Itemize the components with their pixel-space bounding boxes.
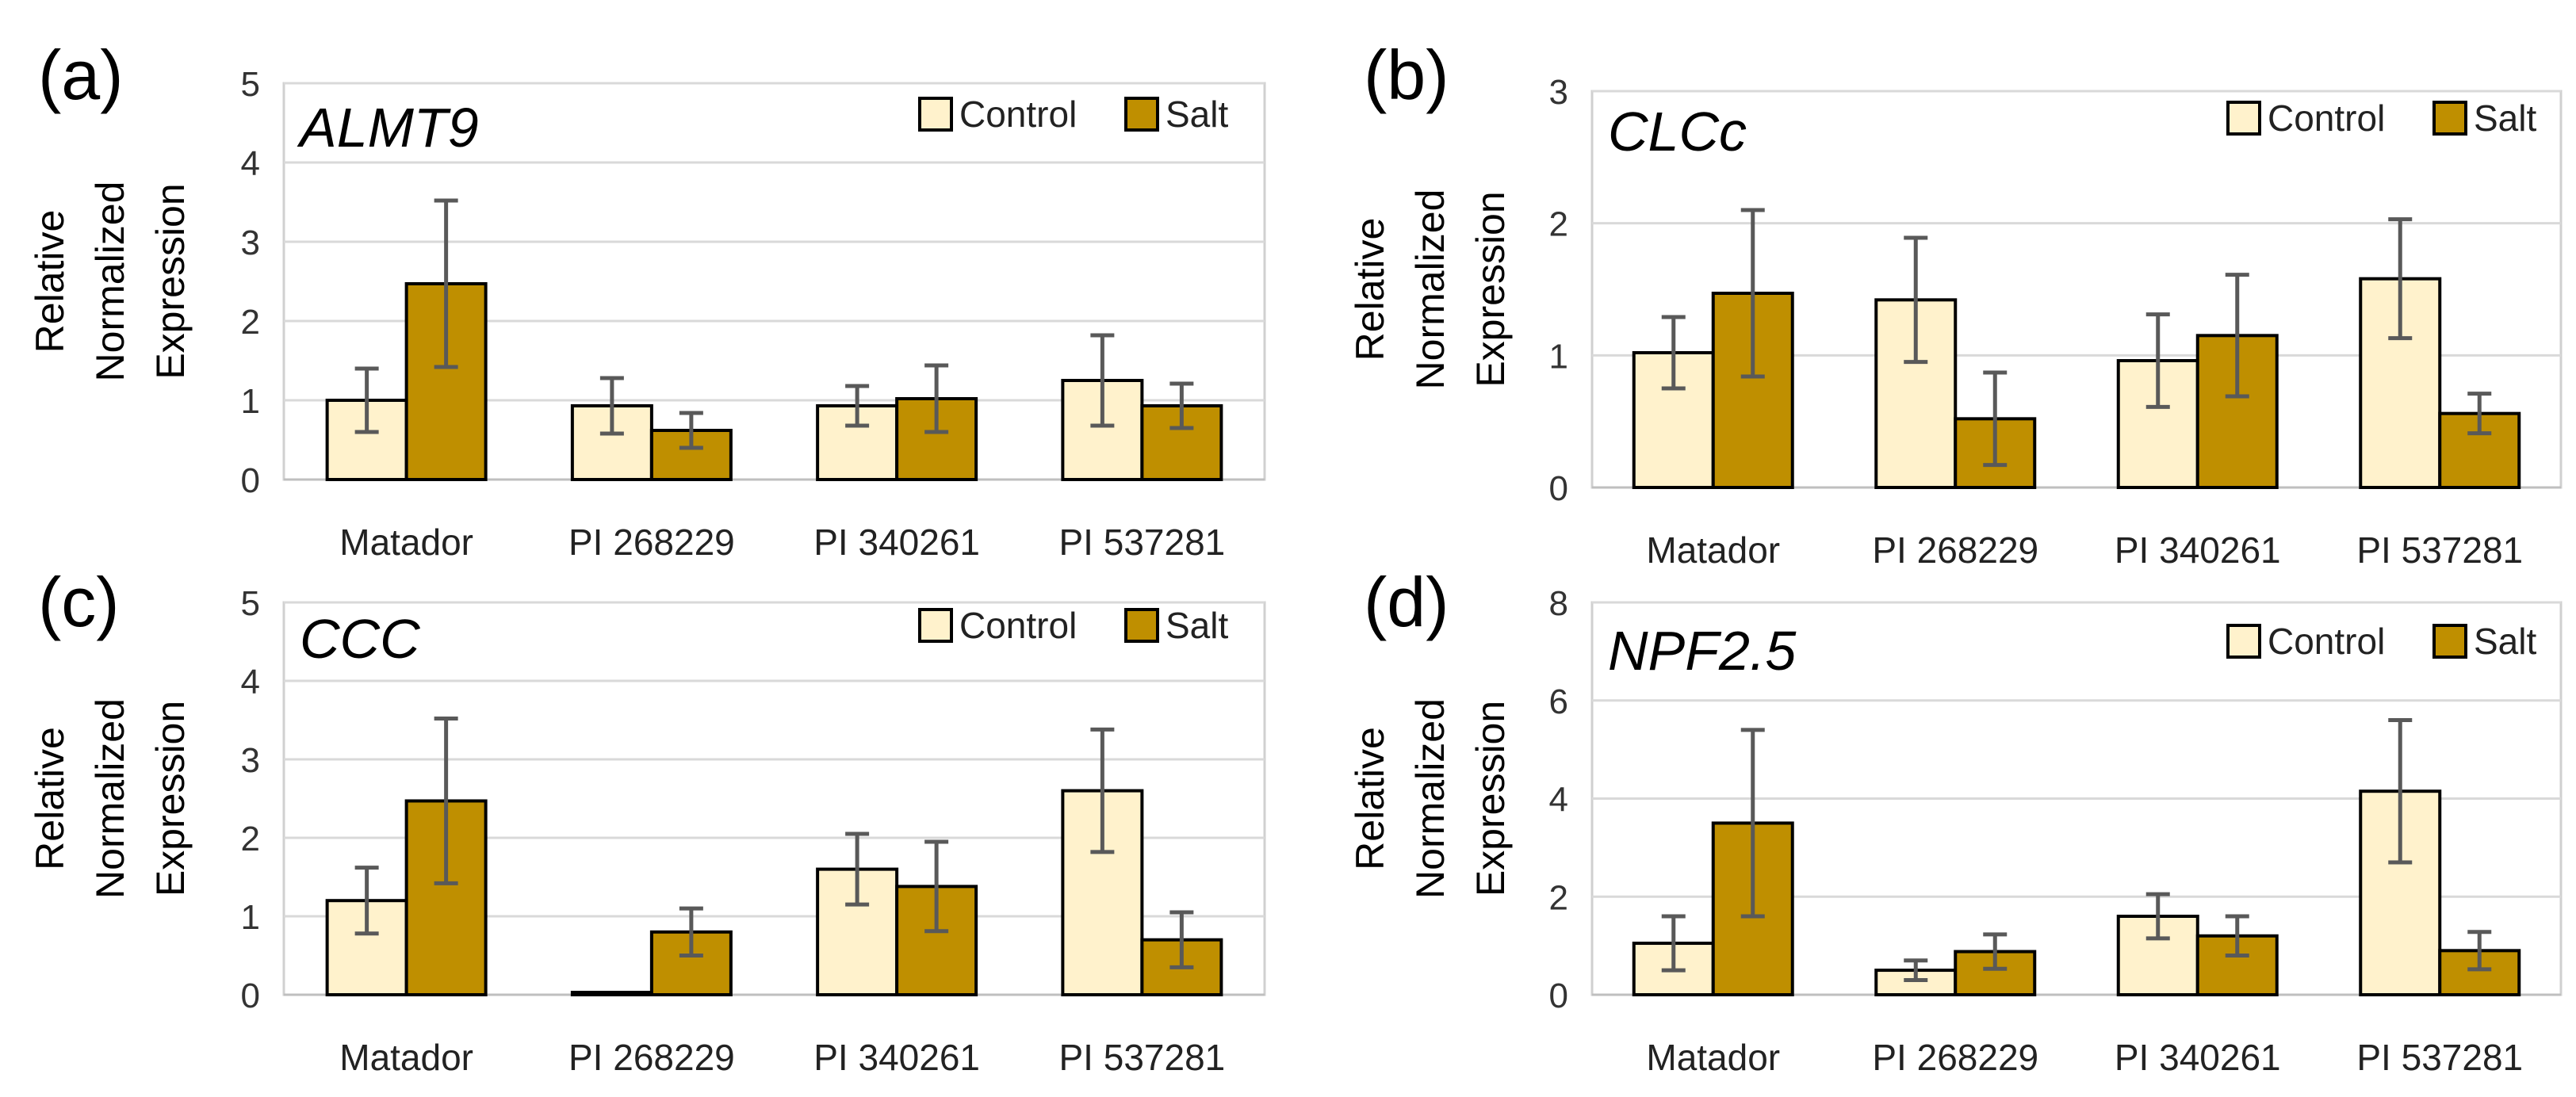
y-axis-title: Normalized: [1408, 189, 1453, 390]
y-tick-label: 2: [241, 303, 260, 342]
y-tick-label: 2: [241, 820, 260, 858]
y-tick-label: 0: [1549, 977, 1568, 1015]
x-tick-label: PI 537281: [1059, 1037, 1226, 1078]
y-tick-label: 3: [241, 741, 260, 780]
x-tick-label: PI 537281: [2356, 1037, 2523, 1078]
legend-swatch-salt: [2432, 624, 2467, 659]
y-tick-label: 2: [1549, 205, 1568, 244]
x-tick-label: PI 537281: [2356, 529, 2523, 571]
legend-swatch-control: [2226, 624, 2261, 659]
bar-salt-3: [2438, 949, 2521, 996]
y-axis-title: Normalized: [88, 698, 132, 899]
y-tick-label: 3: [241, 224, 260, 262]
legend-swatch-control: [918, 608, 953, 643]
y-axis-title: Relative: [1348, 218, 1392, 361]
x-tick-label: PI 268229: [568, 522, 735, 563]
chart-panel-a: 0 1 2 3 4 5 Relative Normalized Expression (a) ALM…: [28, 36, 1266, 563]
legend-label-salt: Salt: [1166, 605, 1228, 646]
x-tick-label: Matador: [1646, 529, 1780, 571]
y-tick-label: 4: [241, 144, 260, 183]
y-tick-label: 1: [1549, 337, 1568, 376]
legend-label-control: Control: [2268, 621, 2385, 662]
y-tick-label: 8: [1549, 584, 1568, 623]
chart-title: CLCc: [1608, 101, 1747, 162]
legend: Control Salt: [2226, 621, 2536, 662]
y-axis-title: Normalized: [88, 182, 132, 382]
y-axis-title: Expression: [1468, 191, 1513, 387]
legend-swatch-salt: [2432, 101, 2467, 136]
x-tick-label: PI 268229: [1872, 1037, 2038, 1078]
legend: Control Salt: [918, 605, 1228, 646]
y-tick-label: 0: [241, 461, 260, 500]
x-tick-label: PI 340261: [813, 522, 980, 563]
panel-label: (c): [38, 563, 120, 641]
legend-swatch-control: [2226, 101, 2261, 136]
y-tick-label: 3: [1549, 73, 1568, 112]
y-axis-title: Relative: [1348, 727, 1392, 870]
y-axis-title: Normalized: [1408, 698, 1453, 899]
legend-label-control: Control: [959, 94, 1077, 135]
y-axis-title: Expression: [148, 701, 193, 896]
y-axis-title: Relative: [28, 210, 72, 354]
legend: Control Salt: [918, 94, 1228, 135]
y-tick-label: 4: [1549, 781, 1568, 820]
x-tick-label: PI 340261: [2115, 1037, 2281, 1078]
panel-label: (d): [1364, 563, 1449, 641]
y-tick-label: 5: [241, 584, 260, 623]
y-tick-label: 5: [241, 65, 260, 104]
x-tick-label: Matador: [339, 522, 473, 563]
y-tick-label: 1: [241, 382, 260, 421]
x-tick-label: Matador: [339, 1037, 473, 1078]
legend-swatch-salt: [1124, 608, 1159, 643]
x-tick-label: Matador: [1646, 1037, 1780, 1078]
chart-panel-b: 0 1 2 3 Relative Normalized Expression (b) CLCc M…: [1348, 36, 2563, 571]
legend: Control Salt: [2226, 97, 2536, 139]
y-tick-label: 4: [241, 663, 260, 701]
x-tick-label: PI 537281: [1059, 522, 1226, 563]
panel-label: (b): [1364, 36, 1449, 114]
panel-label: (a): [38, 36, 124, 114]
legend-label-salt: Salt: [2474, 621, 2536, 662]
legend-label-salt: Salt: [2474, 97, 2536, 139]
legend-label-control: Control: [959, 605, 1077, 646]
y-axis-title: Expression: [148, 183, 193, 379]
y-tick-label: 0: [1549, 469, 1568, 508]
chart-panel-d: 0 2 4 6 8 Relative Normalized Expression (d) NPF2…: [1348, 563, 2563, 1078]
legend-label-salt: Salt: [1166, 94, 1228, 135]
x-tick-label: PI 268229: [568, 1037, 735, 1078]
y-tick-label: 1: [241, 898, 260, 937]
x-tick-label: PI 268229: [1872, 529, 2038, 571]
chart-title: NPF2.5: [1608, 620, 1797, 682]
bar-control-1: [570, 991, 653, 997]
y-tick-label: 6: [1549, 682, 1568, 721]
chart-title: CCC: [300, 608, 420, 670]
chart-panel-c: 0 1 2 3 4 5 Relative Normalized Expression (c) CCC…: [28, 563, 1266, 1078]
y-axis-title: Expression: [1468, 701, 1513, 896]
legend-swatch-control: [918, 97, 953, 132]
y-tick-label: 2: [1549, 878, 1568, 917]
legend-swatch-salt: [1124, 97, 1159, 132]
x-tick-label: PI 340261: [2115, 529, 2281, 571]
y-tick-label: 0: [241, 977, 260, 1015]
chart-title: ALMT9: [297, 97, 479, 159]
y-axis-title: Relative: [28, 727, 72, 870]
x-tick-label: PI 340261: [813, 1037, 980, 1078]
legend-label-control: Control: [2268, 97, 2385, 139]
